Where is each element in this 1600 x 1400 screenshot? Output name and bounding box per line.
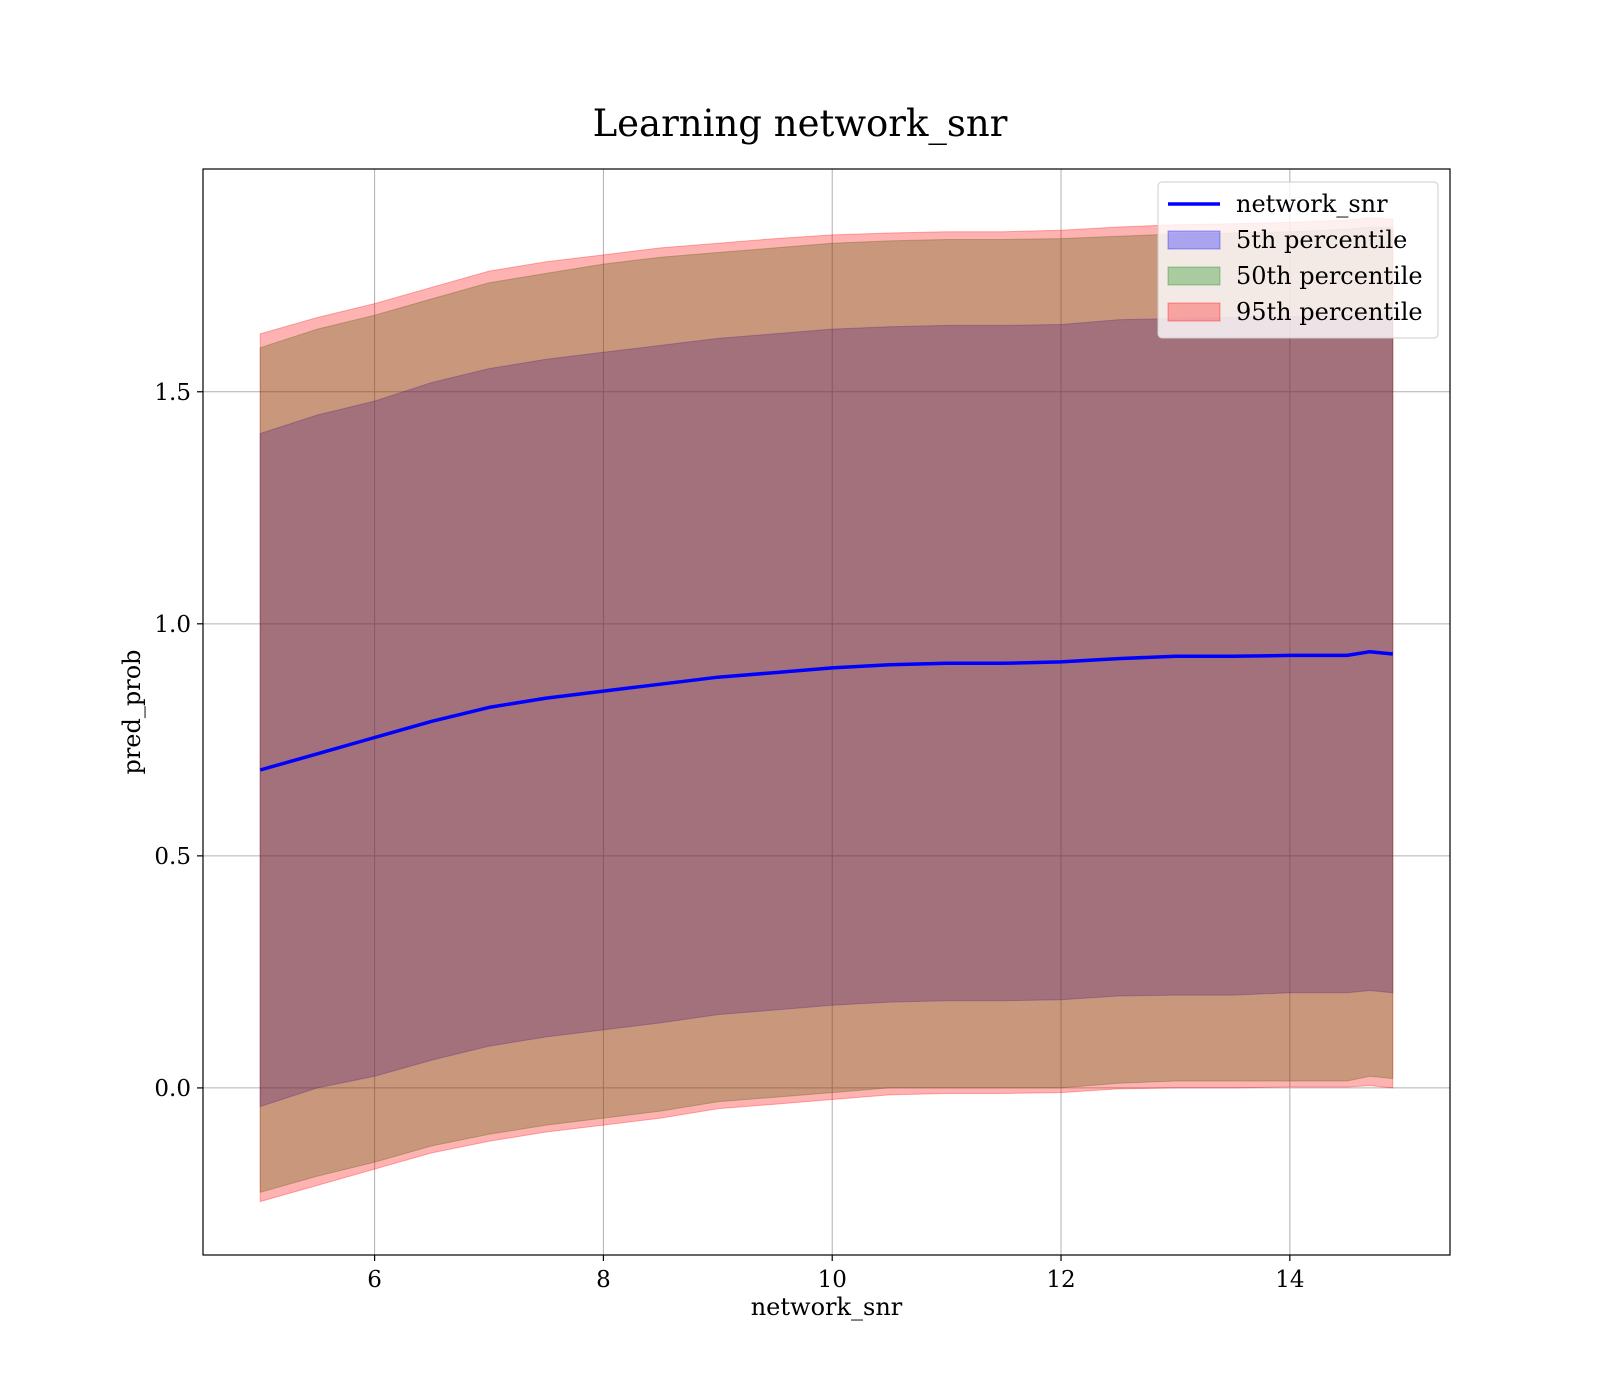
legend-label: network_snr: [1236, 190, 1388, 218]
band-50th-percentile: [259, 226, 1394, 1193]
x-tick-label: 8: [596, 1267, 611, 1293]
y-tick-label: 0.0: [154, 1076, 191, 1102]
x-tick-label: 6: [367, 1267, 382, 1293]
legend-label: 95th percentile: [1236, 298, 1423, 326]
legend-label: 50th percentile: [1236, 262, 1423, 290]
percentile-bands: [259, 217, 1394, 1203]
plot-frame: [202, 168, 1451, 1256]
x-tick-label: 12: [1046, 1267, 1075, 1293]
y-axis-label: pred_prob: [118, 649, 146, 774]
legend-swatch: [1167, 302, 1221, 322]
legend-swatch: [1167, 230, 1221, 250]
x-tick-label: 10: [818, 1267, 847, 1293]
y-tick-label: 1.0: [154, 612, 191, 638]
band-5th-percentile: [259, 312, 1394, 1108]
x-tick-label: 14: [1275, 1267, 1304, 1293]
series-line-network-snr: [259, 649, 1393, 772]
chart-title: Learning network_snr: [592, 102, 1008, 145]
legend-box: [1157, 181, 1439, 339]
x-axis-label: network_snr: [751, 1293, 903, 1321]
band-95th-percentile: [259, 217, 1394, 1203]
legend: network_snr 5th percentile 50th percentile…: [1157, 181, 1439, 339]
y-tick-label: 1.5: [154, 380, 191, 406]
legend-label: 5th percentile: [1236, 226, 1407, 254]
y-tick-label: 0.5: [154, 844, 191, 870]
grid-lines: [203, 169, 1450, 1255]
axis-ticks: 6 8 10 12 14 0.0 0.5 1.0 1.5: [154, 380, 1304, 1293]
series-lines: [259, 649, 1393, 772]
legend-swatch: [1167, 266, 1221, 286]
